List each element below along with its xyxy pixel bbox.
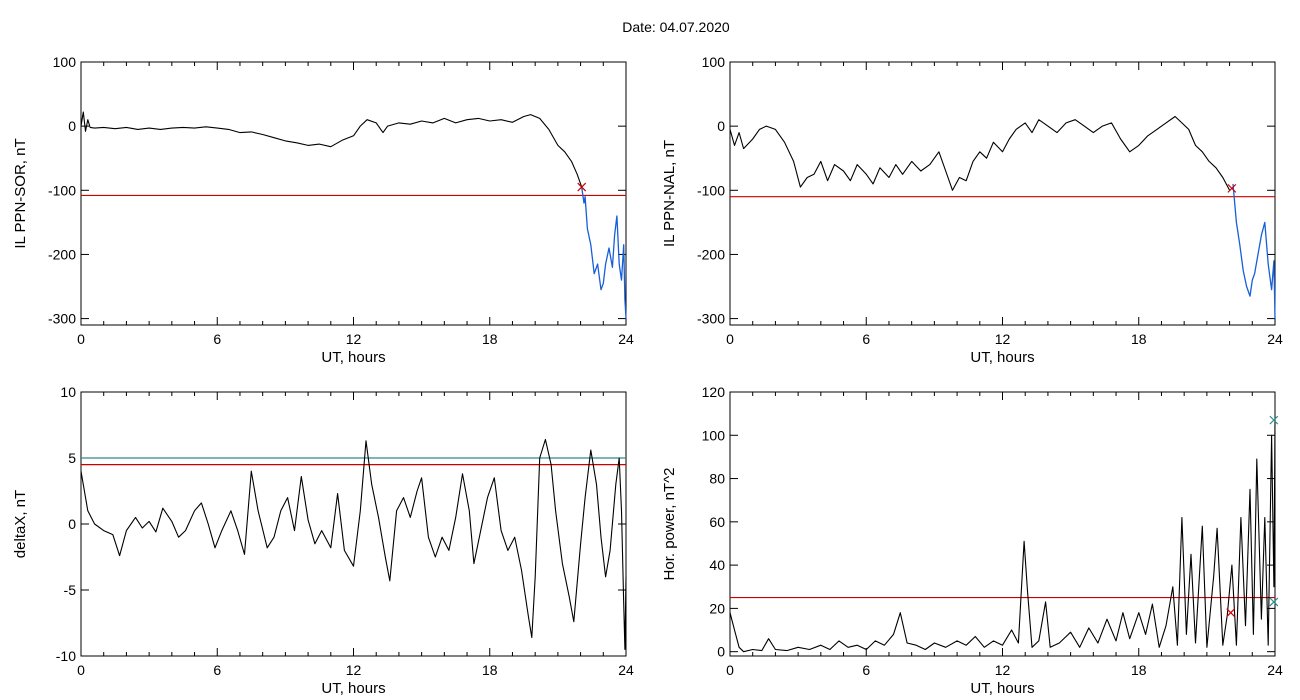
series-line [80, 111, 583, 188]
x-tick-label: 0 [726, 331, 734, 347]
y-tick-label: -300 [697, 311, 725, 327]
x-tick-label: 18 [1131, 331, 1147, 347]
y-tick-label: -5 [64, 582, 77, 598]
x-tick-label: 24 [1267, 331, 1283, 347]
y-tick-label: 0 [68, 118, 76, 134]
y-tick-label: 20 [709, 600, 725, 616]
x-tick-label: 0 [77, 331, 85, 347]
series-line-alert [581, 187, 627, 319]
plot-frame [80, 61, 627, 326]
series-line [729, 420, 1276, 653]
y-tick-label: 120 [702, 384, 726, 400]
x-tick-label: 18 [482, 662, 498, 678]
x-axis-label: UT, hours [970, 349, 1034, 366]
y-tick-label: 0 [717, 644, 725, 660]
y-tick-label: 60 [709, 514, 725, 530]
y-axis-label: IL PPN-SOR, nT [12, 138, 29, 248]
chart-panel-nal: 0 6 12 18 24 100 0 -100 -200 -300 UT, hours IL PPN-… [661, 54, 1283, 366]
x-tick-label: 12 [995, 331, 1011, 347]
x-tick-label: 24 [618, 662, 634, 678]
plot-frame [729, 391, 1276, 657]
x-tick-label: 24 [618, 331, 634, 347]
cross-marker [1227, 183, 1237, 193]
cross-marker [1269, 415, 1279, 425]
y-tick-label: 100 [702, 54, 726, 70]
cross-marker [1226, 608, 1236, 618]
x-axis-label: UT, hours [970, 680, 1034, 697]
x-tick-label: 6 [862, 331, 870, 347]
x-tick-label: 18 [482, 331, 498, 347]
y-axis-label: Hor. power, nT^2 [661, 468, 678, 581]
x-tick-label: 0 [726, 662, 734, 678]
y-tick-label: 40 [709, 557, 725, 573]
y-tick-label: 0 [717, 118, 725, 134]
cross-marker [1269, 597, 1279, 607]
cross-marker [577, 182, 587, 192]
x-tick-label: 18 [1131, 662, 1147, 678]
y-tick-label: -200 [697, 246, 725, 262]
y-tick-label: 0 [68, 516, 76, 532]
y-tick-label: -10 [56, 648, 76, 664]
chart-panel-sor: 0 6 12 18 24 100 0 -100 -200 -300 UT, hours IL PPN-… [12, 54, 634, 366]
x-tick-label: 12 [346, 662, 362, 678]
x-tick-label: 6 [213, 662, 221, 678]
x-tick-label: 12 [346, 331, 362, 347]
chart-panel-power: 0 6 12 18 24 120 100 80 60 40 20 0 UT, hours Hor. pow… [661, 384, 1283, 697]
series-line-alert [1232, 183, 1276, 319]
chart-panel-deltax: 0 6 12 18 24 10 5 0 -5 -10 UT, hours deltaX, nT [12, 384, 634, 697]
y-tick-label: 100 [53, 54, 77, 70]
chart-date-title: Date: 04.07.2020 [622, 19, 730, 35]
y-tick-label: -100 [697, 182, 725, 198]
x-axis-label: UT, hours [321, 680, 385, 697]
x-tick-label: 12 [995, 662, 1011, 678]
y-tick-label: 5 [68, 450, 76, 466]
series-line [80, 438, 627, 650]
x-tick-label: 0 [77, 662, 85, 678]
y-tick-label: 100 [702, 427, 726, 443]
y-tick-label: -100 [48, 182, 76, 198]
y-tick-label: -200 [48, 246, 76, 262]
y-tick-label: 10 [60, 384, 76, 400]
y-tick-label: 80 [709, 471, 725, 487]
series-line [729, 115, 1231, 191]
plot-frame [729, 61, 1276, 326]
y-axis-label: IL PPN-NAL, nT [661, 140, 678, 247]
y-tick-label: -300 [48, 311, 76, 327]
x-tick-label: 24 [1267, 662, 1283, 678]
plot-frame [80, 391, 627, 657]
x-tick-label: 6 [213, 331, 221, 347]
x-axis-label: UT, hours [321, 349, 385, 366]
y-axis-label: deltaX, nT [12, 490, 29, 558]
x-tick-label: 6 [862, 662, 870, 678]
